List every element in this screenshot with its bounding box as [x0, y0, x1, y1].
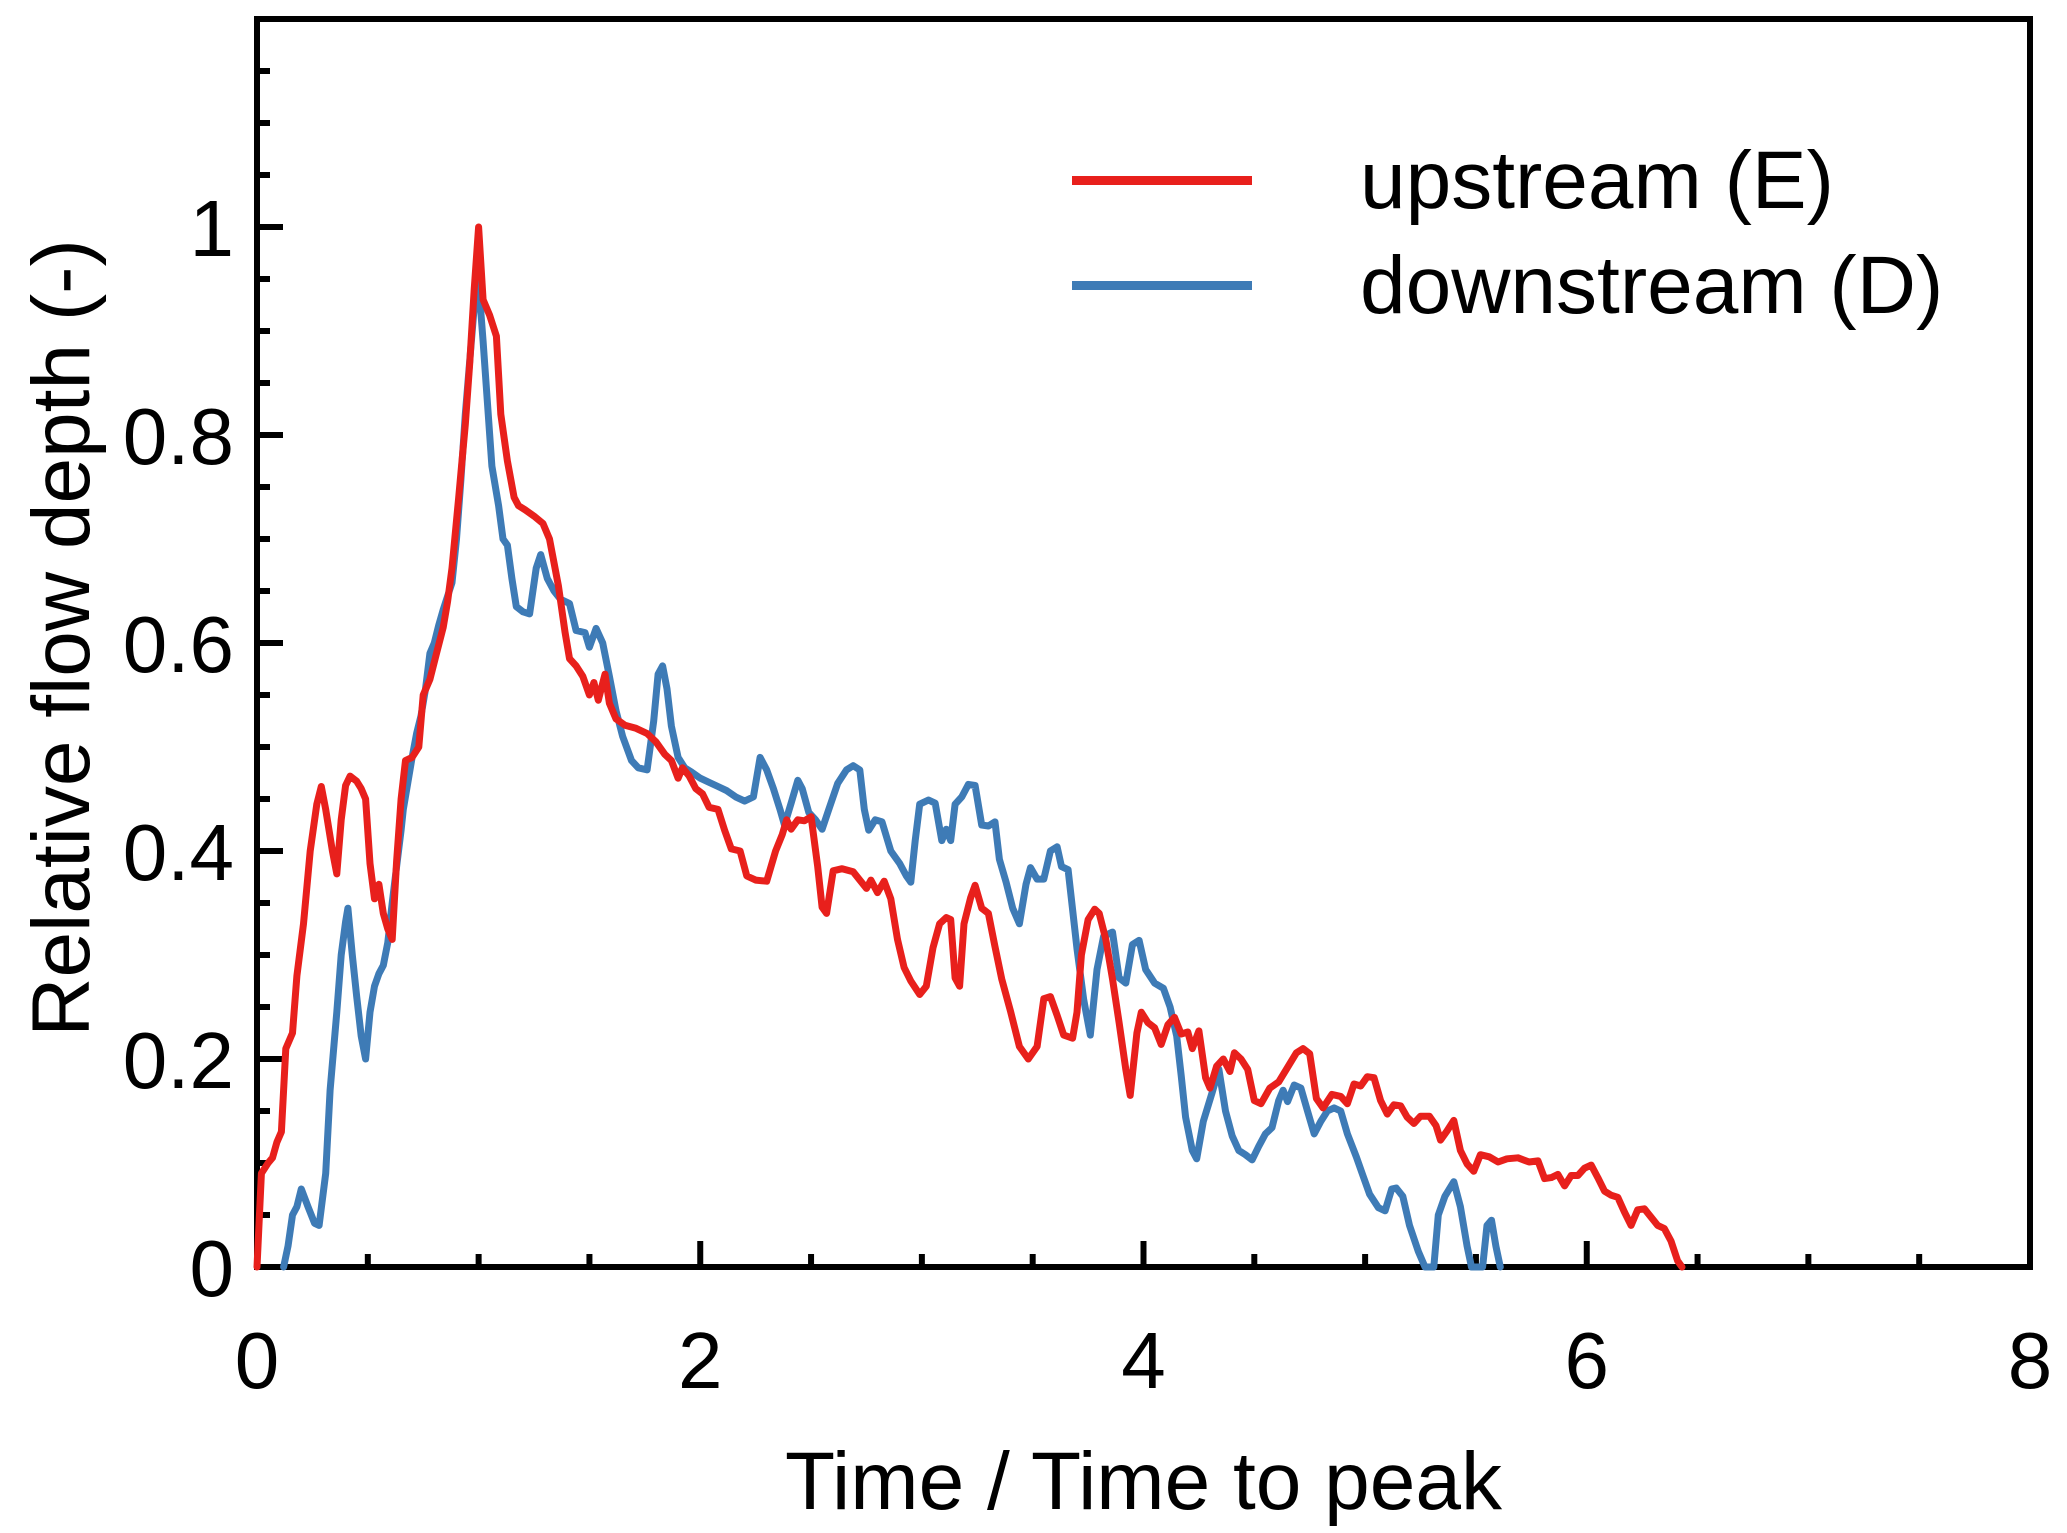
legend-item-upstream: upstream (E)	[1072, 128, 1943, 233]
legend-item-downstream: downstream (D)	[1072, 233, 1943, 338]
x-tick-label: 4	[1121, 1316, 1166, 1405]
legend: upstream (E) downstream (D)	[1072, 128, 1943, 338]
legend-label-downstream: downstream (D)	[1360, 239, 1944, 331]
y-axis-title: Relative flow depth (-)	[16, 239, 107, 1037]
y-tick-label: 0.8	[123, 392, 234, 481]
legend-line-sample-downstream	[1072, 281, 1252, 290]
x-axis-title: Time / Time to peak	[785, 1436, 1502, 1527]
plot-frame	[254, 16, 2033, 1270]
y-tick-label: 0.6	[123, 600, 234, 689]
series-line-upstream	[253, 223, 1686, 1271]
x-tick-label: 6	[1565, 1316, 1610, 1405]
y-tick-label: 0	[190, 1224, 235, 1313]
legend-label-upstream: upstream (E)	[1360, 134, 1834, 226]
series-line-downstream	[280, 279, 1504, 1271]
y-tick-label: 0.2	[123, 1016, 234, 1105]
y-tick-label: 1	[190, 184, 235, 273]
legend-line-sample-upstream	[1072, 176, 1252, 185]
tick-labels: 0 2 4 6 8 0 0.2 0.4 0.6 0.8 1	[123, 184, 2052, 1405]
x-tick-label: 2	[678, 1316, 723, 1405]
x-tick-label: 8	[2008, 1316, 2053, 1405]
y-tick-label: 0.4	[123, 808, 234, 897]
x-tick-label: 0	[235, 1316, 280, 1405]
